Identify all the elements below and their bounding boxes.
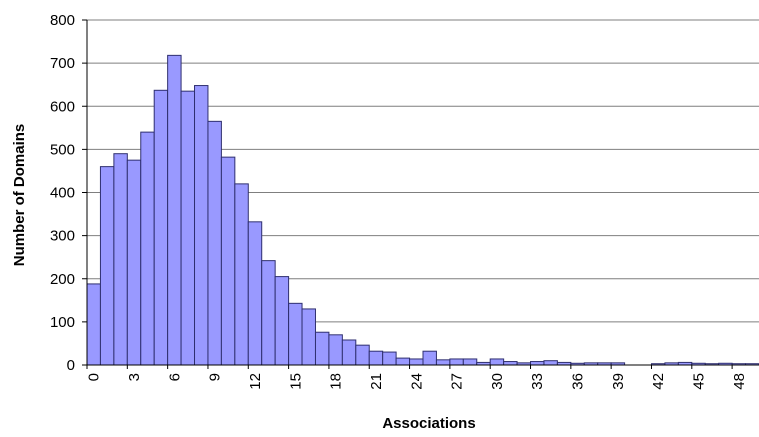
x-tick-label: 33 bbox=[529, 373, 546, 390]
x-tick-label: 30 bbox=[489, 373, 506, 390]
histogram-bar bbox=[368, 350, 384, 366]
histogram-bar bbox=[409, 358, 424, 366]
histogram-bar bbox=[301, 308, 316, 366]
y-tick-label: 600 bbox=[50, 98, 75, 115]
histogram-bar bbox=[530, 361, 545, 366]
x-axis-title: Associations bbox=[382, 415, 475, 432]
histogram-bar bbox=[207, 120, 222, 366]
histogram-bar bbox=[355, 344, 370, 366]
y-tick-label: 300 bbox=[50, 228, 75, 245]
histogram-bar bbox=[113, 153, 128, 366]
histogram-bar bbox=[395, 357, 411, 366]
y-tick-label: 200 bbox=[50, 271, 75, 288]
x-tick-label: 15 bbox=[287, 373, 304, 390]
histogram-bar bbox=[382, 351, 397, 366]
histogram-bar bbox=[503, 361, 518, 366]
histogram-bar bbox=[449, 358, 464, 366]
histogram-bar bbox=[194, 85, 209, 366]
x-tick-label: 6 bbox=[166, 373, 183, 381]
x-tick-label: 0 bbox=[86, 373, 103, 381]
y-tick-label: 700 bbox=[50, 55, 75, 72]
histogram-bar bbox=[167, 54, 182, 366]
histogram-bar bbox=[274, 276, 290, 366]
x-tick-label: 24 bbox=[408, 373, 425, 390]
histogram-bar bbox=[462, 358, 478, 366]
x-tick-label: 45 bbox=[691, 373, 708, 390]
histogram-bar bbox=[341, 339, 357, 366]
histogram-bar bbox=[261, 260, 276, 366]
histogram-bar bbox=[234, 183, 249, 366]
histogram-bar bbox=[489, 358, 505, 366]
histogram-bar bbox=[247, 221, 263, 366]
x-tick-label: 36 bbox=[570, 373, 587, 390]
histogram-bar bbox=[99, 166, 115, 366]
axes bbox=[82, 19, 759, 369]
histogram-bar bbox=[140, 131, 155, 366]
histogram-bar bbox=[180, 90, 196, 366]
y-tick-label: 0 bbox=[67, 357, 75, 374]
x-tick-label: 42 bbox=[650, 373, 667, 390]
histogram-bar bbox=[543, 360, 558, 366]
y-tick-label: 400 bbox=[50, 185, 75, 202]
y-tick-label: 800 bbox=[50, 12, 75, 29]
x-tick-label: 21 bbox=[368, 373, 385, 390]
x-tick-label: 48 bbox=[731, 373, 748, 390]
y-tick-label: 500 bbox=[50, 141, 75, 158]
y-axis-title: Number of Domains bbox=[11, 124, 28, 267]
x-tick-label: 39 bbox=[610, 373, 627, 390]
histogram-bar bbox=[126, 159, 142, 366]
bars bbox=[86, 54, 759, 366]
histogram-bar bbox=[435, 359, 451, 366]
histogram-bar bbox=[314, 331, 330, 366]
y-tick-label: 100 bbox=[50, 314, 75, 331]
histogram-bar bbox=[86, 283, 101, 366]
x-tick-label: 3 bbox=[126, 373, 143, 381]
x-tick-label: 27 bbox=[449, 373, 466, 390]
histogram-bar bbox=[220, 156, 236, 366]
x-tick-label: 18 bbox=[328, 373, 345, 390]
histogram-bar bbox=[422, 350, 437, 366]
x-tick-label: 9 bbox=[207, 373, 224, 381]
histogram-bar bbox=[153, 89, 169, 366]
histogram-bar bbox=[328, 334, 343, 366]
histogram-bar bbox=[288, 302, 303, 366]
x-tick-label: 12 bbox=[247, 373, 264, 390]
